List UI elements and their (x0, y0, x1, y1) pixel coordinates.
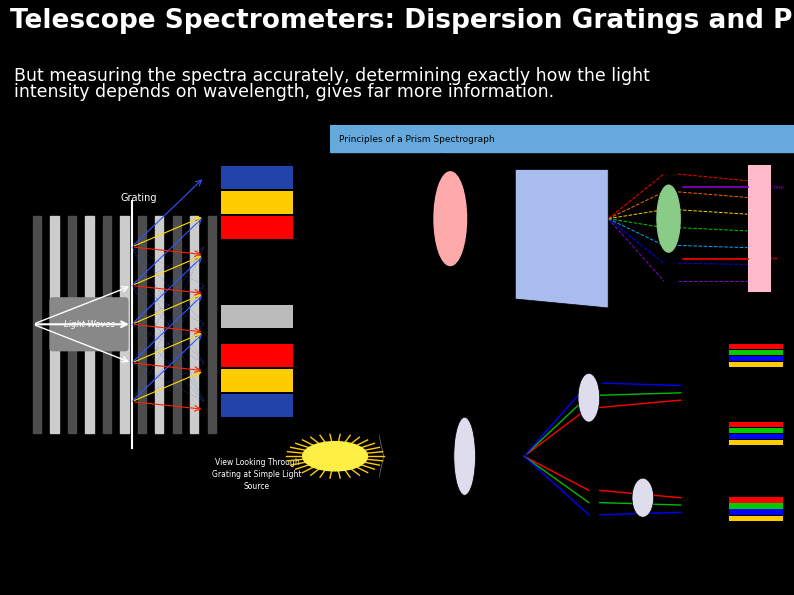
FancyBboxPatch shape (49, 297, 129, 351)
Text: Second-order
spectrum: Second-order spectrum (743, 452, 780, 462)
Bar (221, 369, 293, 392)
Polygon shape (515, 170, 608, 308)
Bar (33, 216, 41, 433)
Bar (137, 216, 146, 433)
Bar (67, 216, 76, 433)
Bar (207, 216, 216, 433)
Bar (729, 497, 783, 503)
Bar (729, 503, 783, 509)
Bar (190, 216, 198, 433)
Text: Lens: Lens (634, 522, 652, 531)
Bar (221, 344, 293, 367)
Text: Parallel beam of white light: Parallel beam of white light (476, 549, 572, 555)
Bar (729, 440, 783, 445)
Bar (729, 434, 783, 439)
Bar (729, 356, 783, 361)
Text: Lens: Lens (457, 524, 472, 530)
Text: First-order
spectrum: First-order spectrum (747, 373, 776, 384)
Bar (376, 174, 383, 263)
Text: View Looking Through
Grating at Simple Light
Source: View Looking Through Grating at Simple L… (212, 458, 302, 490)
Bar (729, 350, 783, 355)
Bar (729, 343, 783, 349)
Ellipse shape (632, 478, 653, 517)
Text: collimating
lens: collimating lens (435, 153, 465, 164)
Text: camera
lens: camera lens (658, 256, 679, 267)
Bar (221, 216, 293, 239)
Ellipse shape (454, 417, 476, 495)
Text: Lens: Lens (580, 356, 598, 365)
Bar (729, 362, 783, 367)
Text: focal
surface: focal surface (776, 165, 794, 176)
Bar (221, 165, 293, 189)
Bar (50, 216, 59, 433)
Text: Diffraction Grating: Diffraction Grating (488, 354, 560, 363)
Bar (155, 216, 164, 433)
Bar (729, 509, 783, 515)
Text: entrance
slit: entrance slit (330, 202, 354, 213)
Bar (330, 125, 794, 152)
Text: Light Source: Light Source (311, 478, 359, 487)
Text: prism: prism (553, 322, 571, 327)
Text: violet line: violet line (757, 185, 784, 190)
Ellipse shape (657, 185, 680, 252)
Bar (729, 428, 783, 433)
Text: Telescope Spectrometers: Dispersion Gratings and Prisms: Telescope Spectrometers: Dispersion Grat… (10, 8, 794, 34)
Bar (172, 216, 181, 433)
Polygon shape (747, 165, 771, 292)
Bar (729, 422, 783, 427)
Circle shape (303, 441, 368, 471)
Bar (221, 394, 293, 417)
Text: Collimator: Collimator (405, 376, 449, 385)
Text: Grating: Grating (120, 193, 156, 202)
Text: But measuring the spectra accurately, determining exactly how the light: But measuring the spectra accurately, de… (14, 67, 650, 84)
Text: red line: red line (757, 256, 777, 261)
Bar (221, 191, 293, 214)
Bar (102, 216, 111, 433)
Ellipse shape (434, 172, 467, 265)
Bar (120, 216, 129, 433)
Ellipse shape (578, 373, 599, 422)
Bar (85, 216, 94, 433)
Bar (729, 515, 783, 521)
Bar (378, 403, 476, 510)
Text: Principles of a Prism Spectrograph: Principles of a Prism Spectrograph (339, 135, 495, 144)
Text: intensity depends on wavelength, gives far more information.: intensity depends on wavelength, gives f… (14, 83, 554, 101)
Text: Light Waves: Light Waves (64, 320, 114, 329)
Bar (221, 305, 293, 328)
